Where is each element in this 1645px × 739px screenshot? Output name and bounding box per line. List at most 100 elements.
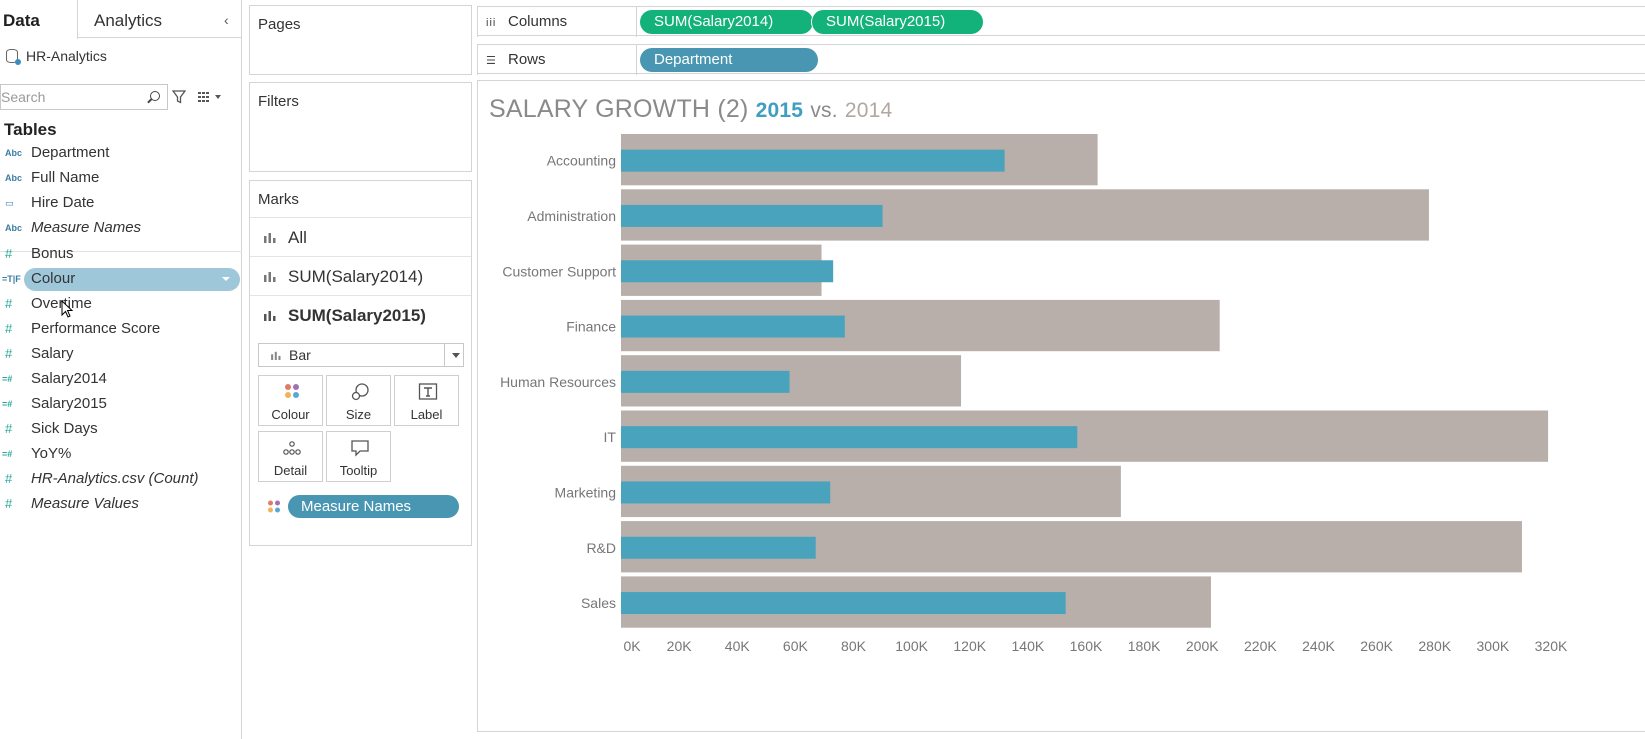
field-item[interactable]: Abc Measure Names <box>0 216 242 240</box>
rows-label: Rows <box>508 51 546 68</box>
chevron-down-icon[interactable] <box>452 353 460 358</box>
mark-type-dropdown[interactable]: Bar <box>258 343 464 367</box>
marks-row-label: SUM(Salary2014) <box>288 267 424 286</box>
detail-button[interactable]: Detail <box>258 431 323 482</box>
field-item[interactable]: # Sick Days <box>0 417 242 441</box>
field-item[interactable]: Abc Full Name <box>0 166 242 190</box>
tables-heading: Tables <box>4 120 57 139</box>
category-label: Sales <box>581 595 616 611</box>
field-name: Measure Values <box>31 495 139 512</box>
field-item[interactable]: =# YoY% <box>0 442 242 466</box>
colour-palette-icon <box>268 500 280 513</box>
bar-chart-icon <box>264 233 276 243</box>
field-name: Measure Names <box>31 219 142 236</box>
field-item[interactable]: # Salary <box>0 342 242 366</box>
string-type-icon: Abc <box>5 148 23 158</box>
pages-title: Pages <box>258 16 301 33</box>
field-item[interactable]: # Measure Values <box>0 492 242 516</box>
columns-icon: iii <box>486 17 497 29</box>
chevron-down-icon[interactable] <box>222 277 230 281</box>
field-item[interactable]: =# Salary2015 <box>0 392 242 416</box>
bar-salary2015[interactable] <box>621 481 831 504</box>
bar-salary2015[interactable] <box>621 315 845 338</box>
field-name: Bonus <box>31 245 74 262</box>
measure-names-colour-pill[interactable]: Measure Names <box>288 495 459 518</box>
x-tick-label: 160K <box>1070 638 1103 654</box>
viz-title-main: SALARY GROWTH (2) <box>489 95 749 123</box>
number-type-icon: # <box>5 346 13 361</box>
mouse-cursor-icon <box>61 300 74 318</box>
columns-pill-salary2015[interactable]: SUM(Salary2015) <box>811 10 983 34</box>
search-row <box>0 84 242 110</box>
label-button[interactable]: Label <box>394 375 459 426</box>
number-type-icon: =# <box>2 374 13 384</box>
tab-data[interactable]: Data <box>0 0 78 39</box>
x-tick-label: 20K <box>667 638 693 654</box>
field-name: Full Name <box>31 169 100 186</box>
collapse-pane-icon[interactable]: ‹ <box>224 12 229 28</box>
marks-card: Marks All SUM(Salary2014) SUM(Salary2015… <box>249 180 472 546</box>
marks-row-label: All <box>288 228 307 247</box>
bar-salary2015[interactable] <box>621 592 1066 615</box>
field-item[interactable]: =# Salary2014 <box>0 367 242 391</box>
x-tick-label: 40K <box>725 638 751 654</box>
colour-palette-icon <box>285 384 299 398</box>
size-button[interactable]: Size <box>326 375 391 426</box>
search-box <box>0 84 168 110</box>
mark-type-value: Bar <box>289 347 311 363</box>
view-options-icon[interactable] <box>198 91 224 103</box>
columns-pill-salary2014[interactable]: SUM(Salary2014) <box>640 10 813 34</box>
bar-chart-icon <box>271 351 281 360</box>
marks-row-salary2014[interactable]: SUM(Salary2014) <box>250 256 471 295</box>
bar-salary2015[interactable] <box>621 370 790 393</box>
field-item[interactable]: # Performance Score <box>0 317 242 341</box>
filter-icon[interactable] <box>172 90 186 104</box>
number-type-icon: # <box>5 496 13 511</box>
selected-field-highlight <box>24 268 240 291</box>
rows-icon: ☰ <box>486 55 497 67</box>
viz-title-2015: 2015 <box>755 99 804 122</box>
detail-label: Detail <box>273 463 308 478</box>
number-type-icon: # <box>5 321 13 336</box>
filters-card[interactable]: Filters <box>249 82 472 172</box>
rows-shelf[interactable]: ☰ Rows Department <box>477 44 1645 75</box>
size-icon <box>351 383 369 401</box>
field-item[interactable]: =T|F Colour <box>0 267 242 291</box>
tab-analytics[interactable]: Analytics <box>94 11 163 30</box>
marks-row-salary2015[interactable]: SUM(Salary2015) <box>250 295 471 334</box>
rows-pill-department[interactable]: Department <box>640 48 818 72</box>
field-item[interactable]: Abc Department <box>0 141 242 165</box>
x-tick-label: 320K <box>1535 638 1568 654</box>
x-tick-label: 200K <box>1186 638 1219 654</box>
bar-salary2015[interactable] <box>621 204 883 227</box>
bar-salary2015[interactable] <box>621 426 1078 449</box>
viz-title-vs: vs. <box>810 99 838 122</box>
datasource[interactable]: HR-Analytics <box>6 46 107 66</box>
field-item[interactable]: # Bonus <box>0 242 242 266</box>
columns-shelf[interactable]: iii Columns SUM(Salary2014) SUM(Salary201… <box>477 6 1645 37</box>
number-type-icon: =T|F <box>2 274 21 284</box>
pages-card[interactable]: Pages <box>249 5 472 75</box>
x-tick-label: 260K <box>1360 638 1393 654</box>
number-type-icon: # <box>5 471 13 486</box>
colour-button[interactable]: Colour <box>258 375 323 426</box>
bar-salary2015[interactable] <box>621 260 834 283</box>
field-item[interactable]: ▭ Hire Date <box>0 191 242 215</box>
tooltip-button[interactable]: Tooltip <box>326 431 391 482</box>
search-input[interactable] <box>1 87 141 107</box>
field-name: Department <box>31 144 110 161</box>
bar-salary2015[interactable] <box>621 149 1005 172</box>
search-icon[interactable] <box>150 91 160 101</box>
number-type-icon: =# <box>2 449 13 459</box>
field-item[interactable]: # HR-Analytics.csv (Count) <box>0 467 242 491</box>
size-label: Size <box>345 407 372 422</box>
category-label: Accounting <box>547 153 616 169</box>
bar-salary2015[interactable] <box>621 536 816 559</box>
viz-area[interactable]: SALARY GROWTH (2) 2015 vs. 2014 Accounti… <box>477 80 1645 732</box>
marks-row-all[interactable]: All <box>250 217 471 256</box>
category-label: Customer Support <box>502 263 616 279</box>
datasource-name: HR-Analytics <box>26 48 107 64</box>
field-item[interactable]: # Overtime <box>0 292 242 316</box>
columns-shelf-label: iii Columns <box>477 7 637 37</box>
filters-title: Filters <box>258 93 299 110</box>
